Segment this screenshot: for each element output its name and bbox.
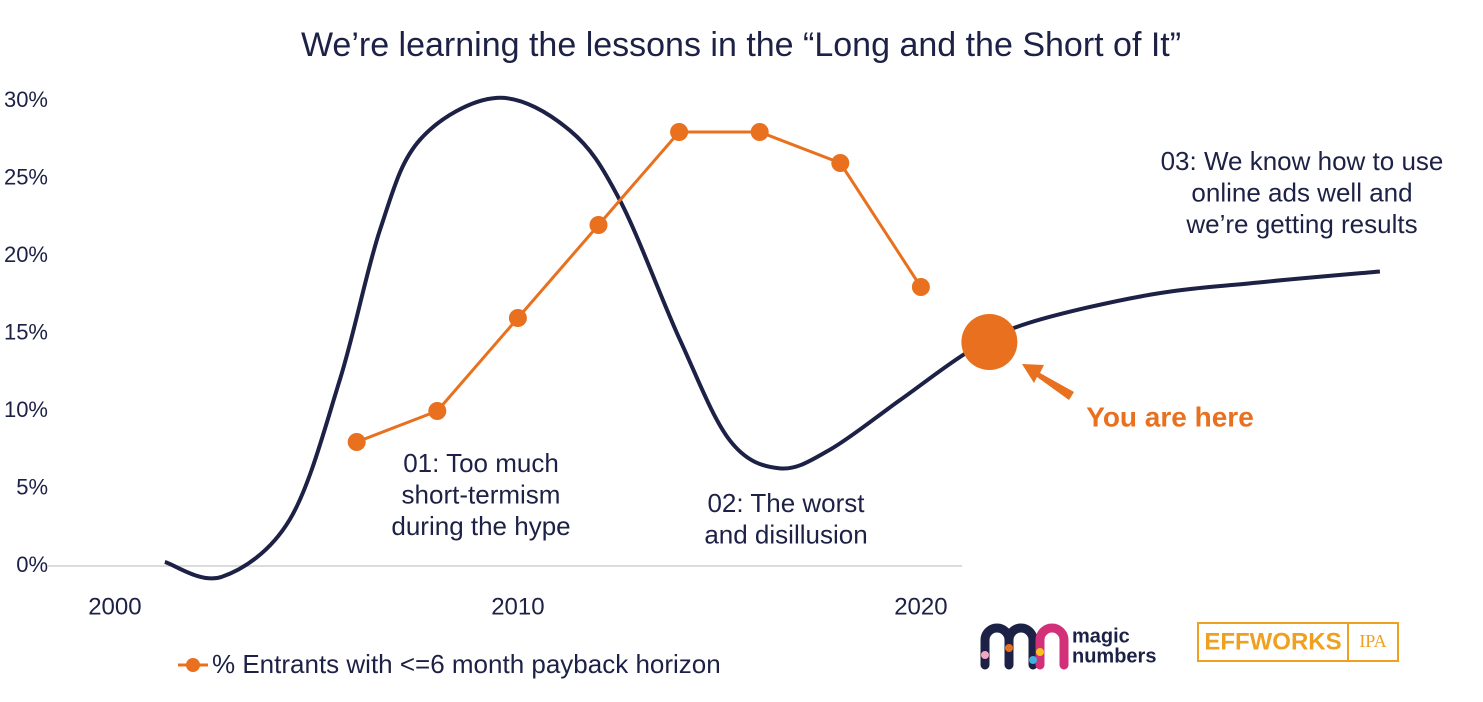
annotation: and disillusion [704, 519, 867, 549]
data-point [750, 123, 769, 141]
logo-text: magic [1072, 625, 1130, 647]
series-line [356, 130, 923, 444]
callout-arrow [1022, 364, 1074, 400]
logo-text: EFFWORKS [1204, 628, 1341, 655]
y-tick-label: 5% [16, 474, 48, 499]
data-point [428, 402, 447, 420]
legend-marker [186, 658, 200, 672]
annotation: 02: The worst [707, 488, 865, 518]
data-point [347, 433, 366, 451]
data-point [508, 309, 527, 327]
data-point [670, 123, 689, 141]
legend-label: % Entrants with <=6 month payback horizo… [212, 649, 721, 679]
data-point [831, 154, 850, 172]
callout-text: You are here [1086, 401, 1254, 432]
y-tick-label: 15% [4, 319, 48, 344]
logo-effworks: EFFWORKS IPA [1197, 622, 1399, 662]
annotation: online ads well and [1191, 177, 1412, 207]
chart-title: We’re learning the lessons in the “Long … [301, 26, 1181, 64]
hype-curve [164, 95, 1381, 581]
annotation: short-termism [402, 479, 561, 509]
data-point [911, 278, 930, 296]
x-tick-label: 2000 [88, 593, 141, 620]
you-are-here-marker [961, 314, 1018, 371]
annotation: 01: Too much [403, 448, 559, 478]
annotation: during the hype [391, 511, 570, 541]
annotation: we’re getting results [1185, 209, 1417, 239]
y-tick-label: 30% [4, 87, 48, 112]
y-tick-label: 10% [4, 397, 48, 422]
y-tick-label: 25% [4, 164, 48, 189]
y-tick-label: 0% [16, 552, 48, 577]
logo-text: numbers [1072, 645, 1156, 667]
annotation: 03: We know how to use [1161, 146, 1444, 176]
x-tick-label: 2020 [894, 593, 947, 620]
data-point [589, 216, 608, 234]
logo-text: IPA [1359, 631, 1386, 651]
y-tick-label: 20% [4, 242, 48, 267]
x-tick-label: 2010 [491, 593, 544, 620]
logo-magic-numbers: magic numbers [980, 623, 1156, 670]
